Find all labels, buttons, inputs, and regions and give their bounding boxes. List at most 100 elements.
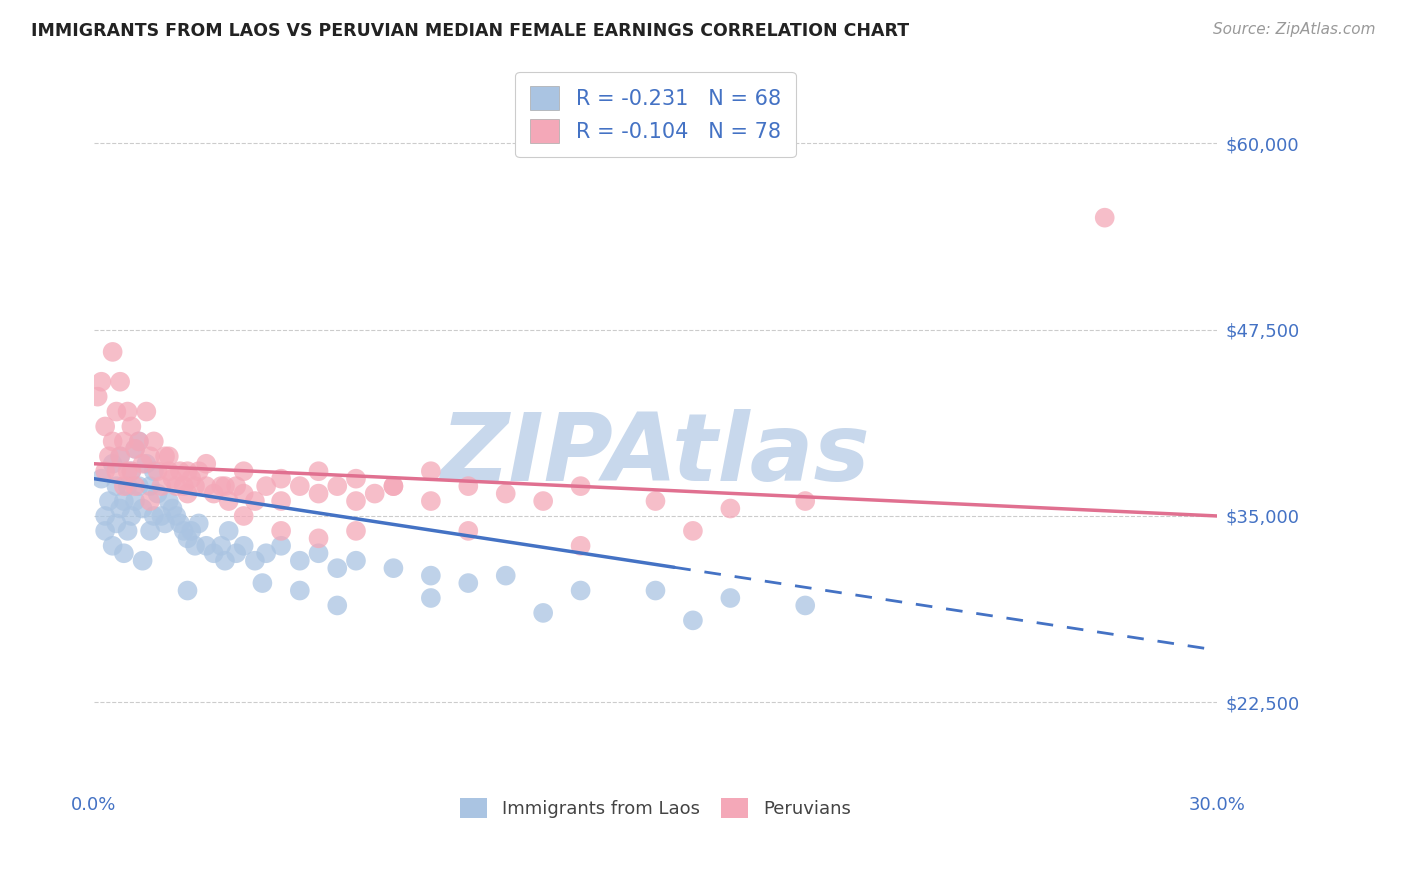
Point [101,345,124,359]
Point [153,450,176,464]
Point [146,464,169,478]
Point [135,457,157,471]
Point [214,554,236,568]
Point [139,494,162,508]
Point [117,524,139,538]
Point [94,419,117,434]
Point [108,375,131,389]
Point [254,479,277,493]
Point [162,472,184,486]
Point [101,434,124,449]
Point [128,479,150,493]
Point [419,568,441,582]
Point [225,546,247,560]
Point [94,464,117,478]
Point [569,479,592,493]
Point [252,576,274,591]
Point [1094,211,1116,225]
Point [157,450,180,464]
Point [124,494,146,508]
Point [176,464,198,478]
Point [131,457,153,471]
Point [531,606,554,620]
Point [124,442,146,456]
Point [232,539,254,553]
Point [112,546,135,560]
Text: Source: ZipAtlas.com: Source: ZipAtlas.com [1212,22,1375,37]
Point [150,508,173,523]
Point [209,539,232,553]
Point [569,539,592,553]
Text: IMMIGRANTS FROM LAOS VS PERUVIAN MEDIAN FEMALE EARNINGS CORRELATION CHART: IMMIGRANTS FROM LAOS VS PERUVIAN MEDIAN … [31,22,910,40]
Point [495,568,517,582]
Point [344,472,367,486]
Point [457,576,479,591]
Point [108,450,131,464]
Point [120,464,142,478]
Point [112,434,135,449]
Point [108,501,131,516]
Point [150,479,173,493]
Point [128,434,150,449]
Point [288,554,311,568]
Point [794,599,817,613]
Point [243,494,266,508]
Point [344,494,367,508]
Point [176,532,198,546]
Point [232,508,254,523]
Point [142,464,165,478]
Point [120,419,142,434]
Point [124,479,146,493]
Point [202,546,225,560]
Point [94,524,117,538]
Point [101,539,124,553]
Point [120,508,142,523]
Point [364,486,387,500]
Point [97,450,120,464]
Point [162,501,184,516]
Point [142,434,165,449]
Point [270,539,292,553]
Point [124,442,146,456]
Point [90,375,112,389]
Point [105,516,128,531]
Point [173,524,195,538]
Point [531,494,554,508]
Point [682,613,704,627]
Point [569,583,592,598]
Point [184,539,207,553]
Point [457,479,479,493]
Point [97,494,120,508]
Point [243,554,266,568]
Point [644,494,666,508]
Point [326,479,349,493]
Point [176,583,198,598]
Point [232,464,254,478]
Point [105,464,128,478]
Point [180,524,202,538]
Point [131,554,153,568]
Point [308,546,330,560]
Point [105,404,128,418]
Point [90,472,112,486]
Point [288,583,311,598]
Point [382,479,405,493]
Point [94,508,117,523]
Point [120,464,142,478]
Point [139,524,162,538]
Point [495,486,517,500]
Point [419,464,441,478]
Point [176,486,198,500]
Text: ZIPAtlas: ZIPAtlas [440,409,870,501]
Legend: Immigrants from Laos, Peruvians: Immigrants from Laos, Peruvians [453,791,858,825]
Point [344,524,367,538]
Point [382,479,405,493]
Point [108,450,131,464]
Point [232,486,254,500]
Point [225,479,247,493]
Point [187,516,209,531]
Point [184,479,207,493]
Point [644,583,666,598]
Point [457,524,479,538]
Point [288,479,311,493]
